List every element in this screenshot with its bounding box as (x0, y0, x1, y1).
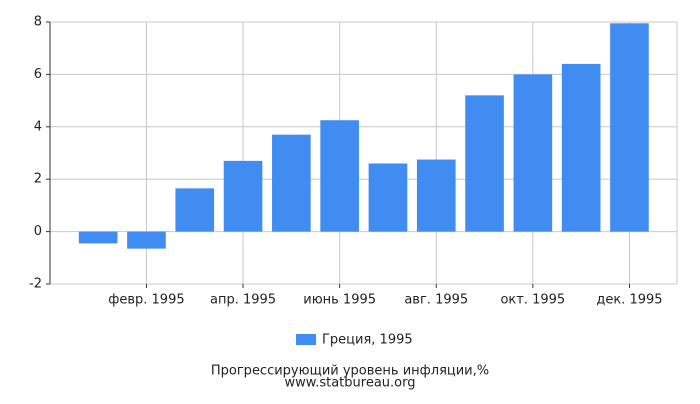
bar (368, 163, 408, 232)
bar (465, 95, 504, 232)
x-tick-label: дек. 1995 (596, 293, 662, 308)
legend-swatch (296, 334, 316, 345)
x-tick-label: авг. 1995 (404, 293, 468, 308)
bar (272, 134, 311, 232)
bar (416, 159, 456, 232)
y-tick-label: 0 (34, 224, 42, 239)
y-tick-label: 2 (34, 172, 42, 187)
bar (223, 160, 263, 232)
bar (78, 231, 118, 244)
bar (561, 63, 601, 232)
bar (610, 23, 649, 232)
bar (175, 188, 215, 232)
bar (127, 231, 166, 249)
bar (320, 120, 359, 232)
bar (513, 74, 553, 232)
y-tick-label: 8 (34, 15, 42, 30)
y-tick-label: 6 (34, 67, 42, 82)
y-tick-label: -2 (29, 277, 42, 292)
chart-subtitle: www.statbureau.org (285, 376, 416, 391)
y-tick-label: 4 (34, 119, 42, 134)
x-tick-label: апр. 1995 (210, 293, 276, 308)
x-tick-label: июнь 1995 (303, 293, 376, 308)
x-tick-label: окт. 1995 (500, 293, 565, 308)
chart-title: Прогрессирующий уровень инфляции,% (211, 364, 489, 379)
x-tick-label: февр. 1995 (108, 293, 184, 308)
legend-label: Греция, 1995 (322, 333, 413, 348)
